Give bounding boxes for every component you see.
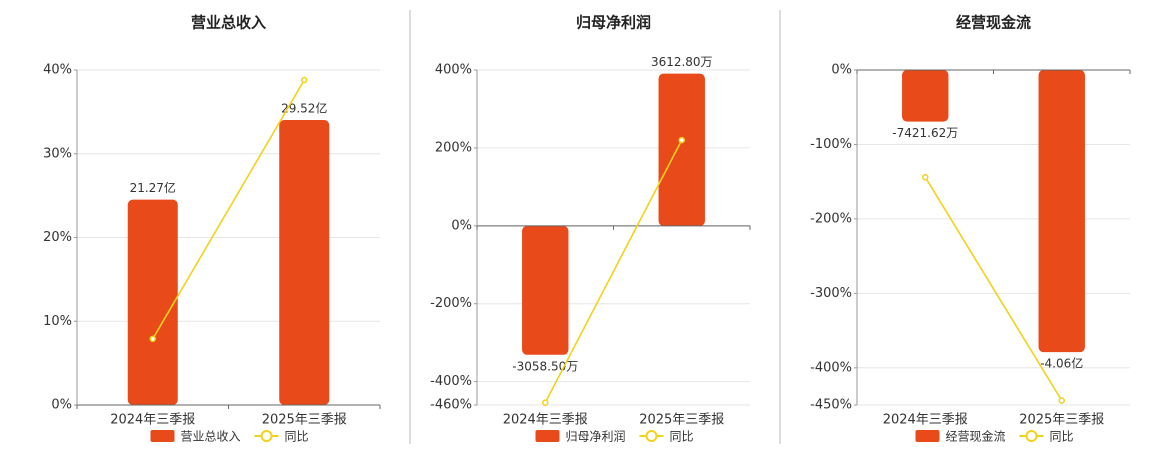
legend-label: 营业总收入 bbox=[181, 430, 241, 444]
bar bbox=[1038, 70, 1085, 353]
data-label: -3058.50万 bbox=[512, 359, 578, 373]
line-point bbox=[678, 136, 685, 144]
data-label: 21.27亿 bbox=[130, 180, 176, 195]
chart-title: 经营现金流 bbox=[956, 14, 1031, 32]
line-point bbox=[1058, 397, 1065, 404]
bar bbox=[522, 225, 569, 355]
y-tick-label: 0% bbox=[51, 398, 72, 413]
line-point bbox=[301, 76, 308, 84]
legend-swatch bbox=[645, 430, 658, 442]
x-tick-label: 2024年三季报 bbox=[883, 413, 968, 428]
y-tick-label: 10% bbox=[43, 314, 72, 329]
y-tick-label: -450% bbox=[810, 398, 852, 413]
y-tick-label: 400% bbox=[435, 63, 472, 78]
y-tick-label: -300% bbox=[810, 286, 852, 301]
y-tick-label: -200% bbox=[810, 211, 852, 226]
x-tick-label: 2024年三季报 bbox=[110, 413, 195, 428]
y-tick-label: -400% bbox=[810, 360, 852, 375]
legend-label: 同比 bbox=[285, 430, 309, 444]
line bbox=[152, 79, 305, 340]
y-tick-label: 0% bbox=[831, 63, 852, 78]
y-tick-label: 0% bbox=[451, 218, 472, 233]
legend-label: 同比 bbox=[1050, 430, 1074, 444]
line-point bbox=[922, 173, 929, 181]
x-tick-label: 2025年三季报 bbox=[1019, 413, 1104, 428]
legend-swatch bbox=[150, 430, 175, 442]
y-tick-label: -200% bbox=[430, 296, 472, 311]
data-label: 3612.80万 bbox=[651, 55, 713, 69]
line-point bbox=[149, 335, 156, 343]
bar bbox=[279, 120, 330, 406]
legend-swatch bbox=[1025, 430, 1038, 442]
x-tick-label: 2025年三季报 bbox=[262, 413, 347, 428]
data-label: -4.06亿 bbox=[1040, 356, 1083, 371]
line bbox=[924, 176, 1063, 401]
chart-title: 营业总收入 bbox=[191, 14, 266, 32]
bar bbox=[902, 70, 949, 122]
y-tick-label: -460% bbox=[430, 398, 472, 413]
y-tick-label: 40% bbox=[43, 63, 72, 78]
legend-swatch bbox=[260, 430, 273, 442]
y-tick-label: 30% bbox=[43, 146, 72, 161]
line-point bbox=[542, 399, 549, 406]
legend-label: 经营现金流 bbox=[946, 429, 1006, 444]
y-tick-label: 20% bbox=[43, 230, 72, 245]
x-tick-label: 2024年三季报 bbox=[503, 413, 588, 428]
legend-swatch bbox=[915, 430, 940, 442]
x-tick-label: 2025年三季报 bbox=[639, 413, 724, 428]
legend-swatch bbox=[535, 430, 560, 442]
legend-label: 同比 bbox=[670, 430, 694, 444]
y-tick-label: -100% bbox=[810, 137, 852, 152]
legend-label: 归母净利润 bbox=[566, 430, 626, 444]
y-tick-label: -400% bbox=[430, 374, 472, 389]
chart-title: 归母净利润 bbox=[576, 14, 651, 32]
data-label: -7421.62万 bbox=[892, 126, 958, 140]
line bbox=[544, 139, 683, 404]
data-label: 29.52亿 bbox=[281, 101, 327, 116]
bar bbox=[658, 73, 705, 226]
bar bbox=[127, 199, 178, 405]
y-tick-label: 200% bbox=[435, 140, 472, 155]
